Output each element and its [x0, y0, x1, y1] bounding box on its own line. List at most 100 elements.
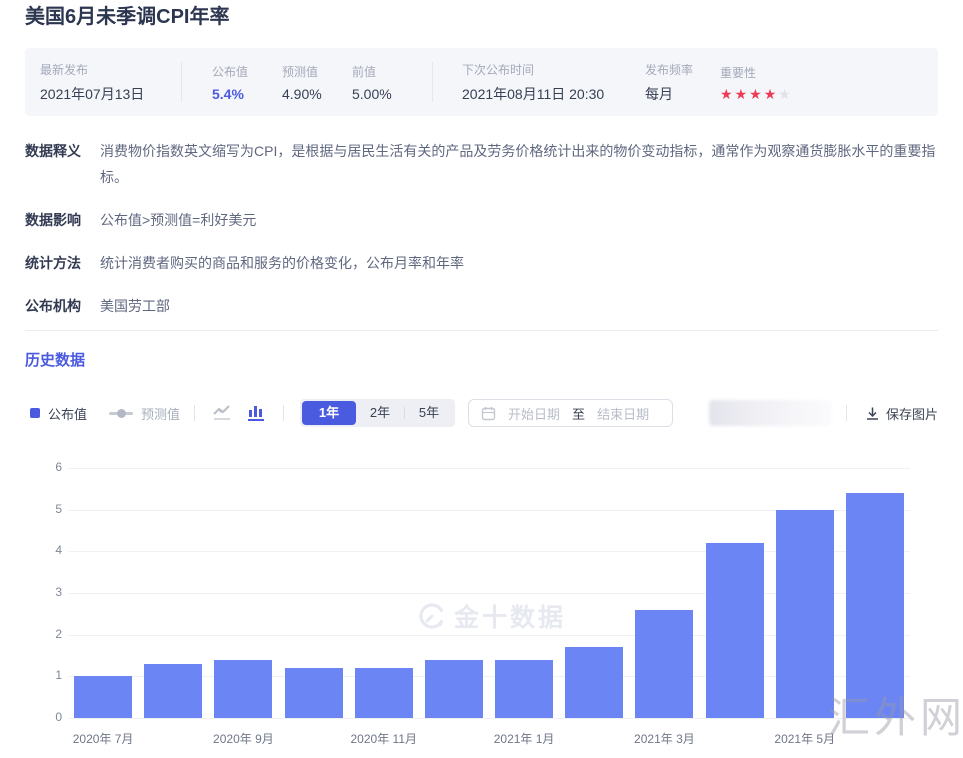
stat-value: 2021年08月11日 20:30: [462, 85, 605, 102]
stat-value: 2021年07月13日: [40, 85, 145, 102]
legend-square-icon: [30, 408, 40, 418]
date-range-picker[interactable]: 开始日期 至 结束日期: [468, 399, 674, 427]
stat-value: 每月: [645, 85, 673, 102]
detail-rows: 数据释义 消费物价指数英文缩写为CPI，是根据与居民生活有关的产品及劳务价格统计…: [25, 138, 938, 336]
line-chart-toggle[interactable]: [209, 402, 235, 424]
bar[interactable]: [354, 668, 413, 718]
detail-text: 公布值>预测值=利好美元: [100, 212, 257, 228]
range-tab-5y[interactable]: 5年: [418, 405, 440, 420]
end-date-input[interactable]: 结束日期: [597, 406, 650, 422]
legend-label: 预测值: [141, 406, 181, 422]
gridline: [68, 634, 910, 636]
detail-label: 数据影响: [25, 212, 81, 228]
y-axis-tick-label: 3: [55, 585, 62, 599]
gridline: [68, 676, 910, 678]
detail-text: 美国劳工部: [100, 298, 170, 314]
stat-label: 前值: [352, 64, 377, 79]
stat-value: 4.90%: [282, 85, 322, 102]
detail-row-agency: 公布机构 美国劳工部: [25, 293, 938, 319]
range-tab-group: 1年 2年 5年: [300, 399, 456, 427]
legend-published[interactable]: 公布值: [30, 404, 87, 423]
detail-text: 统计消费者购买的商品和服务的价格变化，公布月率和年率: [100, 255, 464, 271]
toolbar-divider: [283, 405, 285, 421]
stat-next-release: 下次公布时间 2021年08月11日 20:30: [433, 61, 645, 104]
star-filled-icon: ★: [749, 85, 764, 102]
bar[interactable]: [74, 676, 133, 718]
y-axis-tick-label: 0: [55, 710, 62, 724]
stat-label: 预测值: [282, 64, 319, 79]
range-tab-1y[interactable]: 1年: [302, 401, 357, 425]
y-axis-tick-label: 5: [55, 501, 62, 516]
detail-row-definition: 数据释义 消费物价指数英文缩写为CPI，是根据与居民生活有关的产品及劳务价格统计…: [25, 138, 938, 190]
calendar-icon: [481, 406, 496, 420]
bar-chart-icon: [248, 406, 265, 421]
watermark-corner-text: 汇外网: [828, 694, 963, 741]
stat-label: 下次公布时间: [462, 62, 535, 77]
save-image-label: 保存图片: [885, 406, 938, 422]
bar[interactable]: [495, 659, 554, 718]
star-filled-icon: ★: [763, 85, 779, 102]
save-image-button[interactable]: 保存图片: [865, 404, 938, 423]
bar[interactable]: [424, 659, 483, 718]
line-chart-icon: [213, 405, 231, 420]
detail-row-impact: 数据影响 公布值>预测值=利好美元: [25, 207, 938, 233]
chart-plot: 0 1 2 3 4 5 6 2020年 7月 2020年 9月 2020年 11月 2021年 1月…: [0, 440, 963, 758]
bar[interactable]: [775, 509, 834, 718]
stat-value: 5.00%: [352, 85, 392, 102]
stat-value-published: 5.4%: [212, 85, 244, 102]
bar[interactable]: [705, 543, 764, 718]
stat-published: 公布值 5.4%: [182, 63, 282, 102]
y-axis-tick-label: 6: [55, 460, 62, 474]
bar[interactable]: [565, 647, 624, 718]
y-axis-tick-label: 4: [55, 543, 62, 558]
stat-importance: 重要性 ★★★★★: [720, 64, 793, 101]
history-data-link[interactable]: 历史数据: [25, 352, 86, 369]
stat-latest-release: 最新发布 2021年07月13日: [40, 61, 181, 104]
download-icon: [866, 407, 878, 420]
gridline: [68, 509, 910, 511]
legend-label: 公布值: [48, 406, 88, 422]
star-filled-icon: ★: [734, 85, 750, 102]
bar[interactable]: [635, 609, 694, 718]
jin10-logo-icon: [419, 603, 444, 629]
watermark-center: 金十数据: [418, 598, 566, 634]
bar[interactable]: [144, 663, 203, 718]
cpi-bar-chart: 0 1 2 3 4 5 6 2020年 7月 2020年 9月 2020年 11月 2021年 1月…: [0, 440, 963, 758]
x-axis-tick-label: 2020年 7月: [72, 732, 134, 746]
section-divider: [25, 330, 938, 331]
gridline: [68, 468, 910, 469]
stat-label: 公布值: [212, 64, 249, 79]
x-axis-tick-label: 2020年 11月: [350, 732, 418, 746]
x-axis-tick-label: 2021年 3月: [634, 732, 695, 746]
start-date-input[interactable]: 开始日期: [508, 406, 561, 422]
legend-forecast[interactable]: 预测值: [109, 404, 180, 423]
stats-divider: [432, 62, 433, 102]
y-axis-tick-label: 2: [55, 626, 62, 641]
importance-stars: ★★★★★: [720, 87, 793, 101]
bar[interactable]: [845, 493, 904, 718]
detail-text: 消费物价指数英文缩写为CPI，是根据与居民生活有关的产品及劳务价格统计出来的物价…: [100, 143, 936, 185]
bar[interactable]: [284, 668, 343, 718]
stats-divider: [181, 62, 182, 102]
detail-row-method: 统计方法 统计消费者购买的商品和服务的价格变化，公布月率和年率: [25, 250, 938, 276]
blurred-control[interactable]: [708, 400, 832, 426]
x-axis-tick-label: 2020年 9月: [213, 732, 274, 746]
bar[interactable]: [214, 659, 273, 718]
bar-chart-toggle[interactable]: [243, 402, 269, 424]
stat-forecast: 预测值 4.90%: [282, 63, 352, 102]
detail-label: 数据释义: [25, 143, 81, 159]
y-axis-tick-label: 1: [55, 668, 62, 683]
range-tab-2y[interactable]: 2年: [369, 405, 391, 420]
stat-frequency: 发布频率 每月: [645, 61, 720, 104]
stat-label: 发布频率: [645, 62, 694, 77]
range-tab-separator: [404, 407, 406, 419]
date-separator: 至: [572, 406, 586, 422]
watermark-center-text: 金十数据: [454, 604, 567, 632]
toolbar-divider: [194, 405, 196, 421]
stat-label: 最新发布: [40, 62, 89, 77]
detail-label: 公布机构: [25, 298, 81, 314]
detail-label: 统计方法: [25, 255, 81, 271]
gridline: [68, 718, 910, 719]
star-empty-icon: ★: [778, 85, 793, 102]
